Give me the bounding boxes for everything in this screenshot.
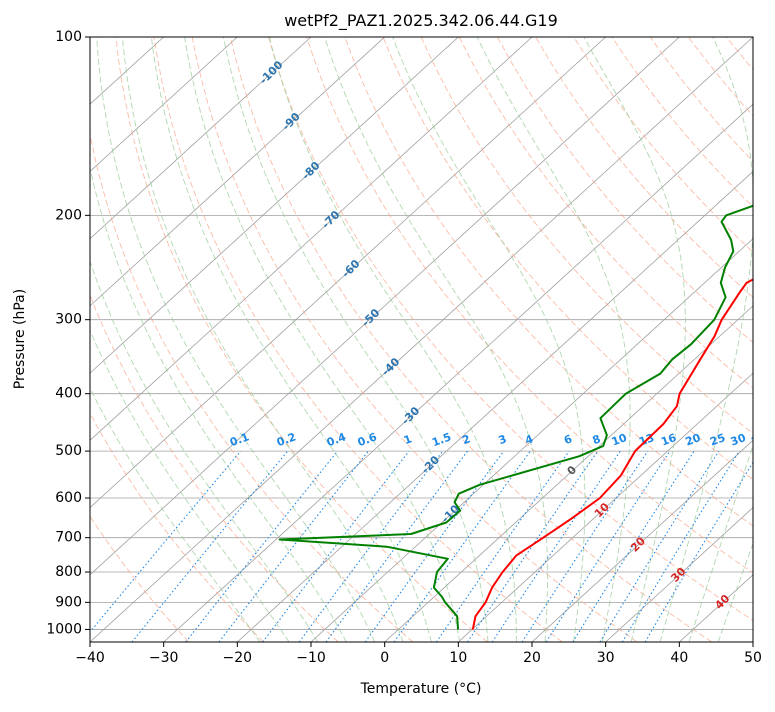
x-axis-label: Temperature (°C): [360, 681, 482, 697]
x-tick-label: 10: [449, 650, 467, 666]
y-tick-label: 1000: [46, 621, 82, 637]
y-tick-label: 500: [55, 443, 82, 459]
x-tick-label: −40: [75, 650, 105, 666]
x-tick-label: 40: [670, 650, 688, 666]
x-tick-label: −30: [149, 650, 179, 666]
y-tick-label: 300: [55, 312, 82, 328]
x-tick-label: −10: [296, 650, 326, 666]
y-tick-label: 200: [55, 207, 82, 223]
x-tick-label: 50: [744, 650, 762, 666]
x-tick-label: 20: [523, 650, 541, 666]
x-tick-label: −20: [223, 650, 253, 666]
y-tick-label: 800: [55, 564, 82, 580]
y-tick-label: 400: [55, 386, 82, 402]
x-tick-label: 30: [597, 650, 615, 666]
x-tick-label: 0: [380, 650, 389, 666]
chart-title: wetPf2_PAZ1.2025.342.06.44.G19: [284, 11, 558, 31]
y-axis-label: Pressure (hPa): [12, 289, 28, 389]
y-tick-label: 900: [55, 594, 82, 610]
y-tick-label: 100: [55, 29, 82, 45]
y-tick-label: 700: [55, 530, 82, 546]
y-tick-label: 600: [55, 490, 82, 506]
